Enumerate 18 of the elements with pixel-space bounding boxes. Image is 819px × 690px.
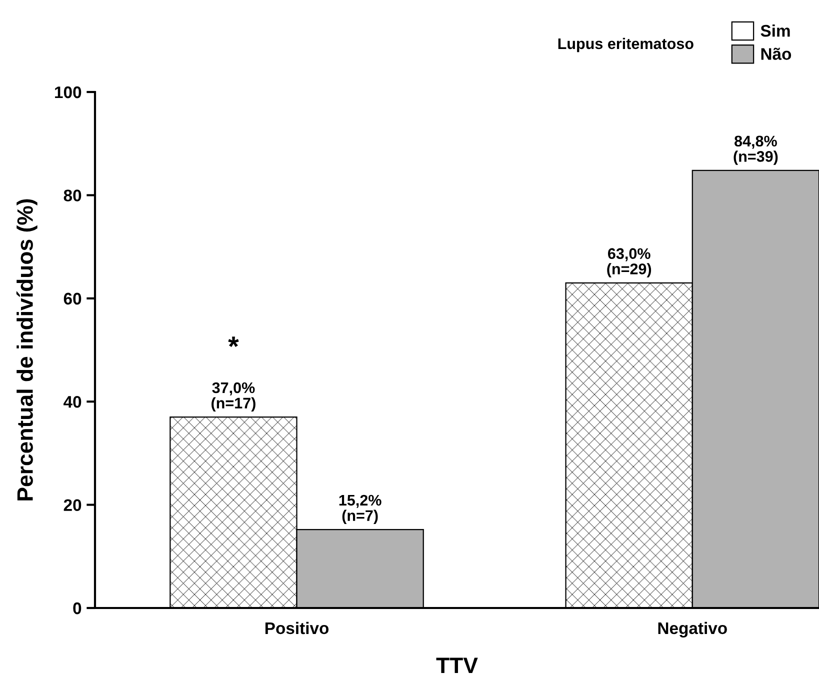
y-tick-label: 40 bbox=[64, 396, 82, 408]
x-tick-label: Positivo bbox=[265, 622, 329, 634]
y-tick-label: 20 bbox=[64, 499, 82, 512]
legend-title: Lupus eritematoso bbox=[558, 38, 694, 52]
y-tick-label: 80 bbox=[64, 190, 82, 202]
legend-label: Sim bbox=[760, 24, 790, 37]
annotation: * bbox=[228, 336, 239, 347]
legend-label: Não bbox=[761, 48, 792, 60]
data-label: 63,0% (n=29) bbox=[607, 248, 652, 278]
y-axis-title: Percentual de indivíduos (%) bbox=[16, 199, 38, 500]
data-label: 37,0% (n=17) bbox=[212, 382, 256, 412]
y-tick-label: 0 bbox=[73, 602, 82, 614]
x-axis-title: TTV bbox=[436, 658, 478, 674]
y-tick-label: 60 bbox=[64, 292, 82, 305]
y-tick-label: 100 bbox=[55, 86, 82, 98]
data-label: 84,8% (n=39) bbox=[734, 136, 778, 165]
data-label: 15,2% (n=7) bbox=[339, 494, 382, 524]
x-tick-label: Negativo bbox=[658, 622, 727, 638]
